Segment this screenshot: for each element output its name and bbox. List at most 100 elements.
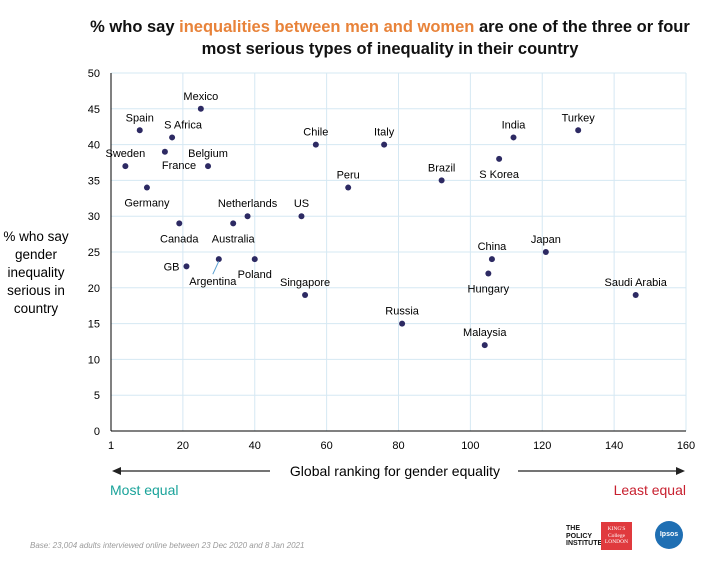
point-label: US xyxy=(294,198,309,210)
point-label: China xyxy=(478,241,508,253)
point-s-africa xyxy=(169,134,176,141)
point-netherlands xyxy=(244,213,251,220)
point-label: Poland xyxy=(238,269,272,281)
chart-title: % who say inequalities between men and w… xyxy=(70,16,710,60)
point-germany xyxy=(143,184,150,191)
point-russia xyxy=(399,320,406,327)
point-spain xyxy=(136,127,143,134)
x-tick-label: 160 xyxy=(677,440,695,452)
logo-line: POLICY xyxy=(566,532,593,540)
point-saudi-arabia xyxy=(632,291,639,298)
point-china xyxy=(488,256,495,263)
point-gb xyxy=(183,263,190,270)
y-axis-title-line: serious in xyxy=(7,283,65,298)
y-axis-title-line: gender xyxy=(14,247,58,262)
point-label: Belgium xyxy=(188,148,228,160)
y-axis-title: % who say gender inequality serious in c… xyxy=(0,228,72,318)
point-label: Netherlands xyxy=(218,198,278,210)
logo-line: LONDON xyxy=(604,539,629,546)
point-label: Singapore xyxy=(280,277,330,289)
point-argentina xyxy=(215,256,222,263)
point-label: Japan xyxy=(531,234,561,246)
x-tick-label: 80 xyxy=(392,440,404,452)
point-italy xyxy=(381,141,388,148)
x-tick-label: 100 xyxy=(461,440,479,452)
title-highlight: inequalities between men and women xyxy=(179,18,475,36)
leader-line xyxy=(212,260,220,275)
point-label: S Africa xyxy=(164,119,203,131)
logo-line: THE xyxy=(566,525,580,532)
point-singapore xyxy=(302,291,309,298)
ipsos-logo: Ipsos xyxy=(655,521,683,549)
logo-line: KING'S xyxy=(607,526,626,533)
point-india xyxy=(510,134,517,141)
point-australia xyxy=(230,220,237,227)
most-equal-label: Most equal xyxy=(110,482,179,498)
x-tick-label: 60 xyxy=(321,440,333,452)
point-brazil xyxy=(438,177,445,184)
point-label: Brazil xyxy=(428,162,456,174)
point-label: Australia xyxy=(212,233,256,245)
point-hungary xyxy=(485,270,492,277)
point-label: S Korea xyxy=(479,169,520,181)
point-s-korea xyxy=(496,155,503,162)
y-tick-label: 5 xyxy=(94,390,100,402)
arrow-left-head xyxy=(112,467,121,475)
y-tick-label: 10 xyxy=(88,354,100,366)
point-label: Turkey xyxy=(562,112,596,124)
y-tick-label: 30 xyxy=(88,211,100,223)
title-prefix: % who say xyxy=(90,18,180,36)
point-label: Argentina xyxy=(189,276,237,288)
point-label: Italy xyxy=(374,127,395,139)
x-tick-label: 40 xyxy=(249,440,261,452)
x-tick-label: 20 xyxy=(177,440,189,452)
point-canada xyxy=(176,220,183,227)
point-label: Spain xyxy=(126,112,154,124)
kings-college-logo: KING'S College LONDON xyxy=(601,522,632,550)
point-label: Mexico xyxy=(183,91,218,103)
y-tick-label: 20 xyxy=(88,283,100,295)
arrow-right-head xyxy=(676,467,685,475)
x-tick-label: 120 xyxy=(533,440,551,452)
point-label: Malaysia xyxy=(463,327,507,339)
point-belgium xyxy=(205,163,212,170)
y-axis-title-line: country xyxy=(13,301,59,316)
point-label: Chile xyxy=(303,127,328,139)
least-equal-label: Least equal xyxy=(613,482,686,498)
point-mexico xyxy=(197,105,204,112)
point-france xyxy=(161,148,168,155)
y-tick-label: 45 xyxy=(88,104,100,116)
logo-line: College xyxy=(607,532,626,539)
policy-institute-logo: THE POLICY INSTITUTE xyxy=(566,525,602,548)
point-peru xyxy=(345,184,352,191)
point-label: Peru xyxy=(337,170,360,182)
y-axis-title-line: % who say xyxy=(3,229,69,244)
base-note: Base: 23,004 adults interviewed online b… xyxy=(30,541,305,550)
point-label: GB xyxy=(164,261,180,273)
grid-lines xyxy=(110,72,687,432)
point-us xyxy=(298,213,305,220)
point-chile xyxy=(312,141,319,148)
point-label: Germany xyxy=(124,198,170,210)
point-label: India xyxy=(502,119,527,131)
point-label: France xyxy=(162,160,196,172)
point-label: Saudi Arabia xyxy=(604,277,667,289)
y-tick-label: 40 xyxy=(88,140,100,152)
y-tick-label: 25 xyxy=(88,247,100,259)
y-tick-label: 35 xyxy=(88,175,100,187)
y-axis-title-line: inequality xyxy=(7,265,65,280)
tick-labels: 1 20 40 60 80 100 120 140 1600510152025303540455… xyxy=(88,68,695,452)
y-tick-label: 0 xyxy=(94,426,100,438)
point-sweden xyxy=(122,163,129,170)
x-tick-label: 1 xyxy=(108,440,114,452)
point-label: Sweden xyxy=(105,148,145,160)
point-label: Canada xyxy=(160,233,199,245)
logo-line: INSTITUTE xyxy=(566,540,603,547)
point-label: Russia xyxy=(385,306,420,318)
x-axis-arrow xyxy=(112,467,685,475)
point-turkey xyxy=(575,127,582,134)
point-japan xyxy=(542,249,549,255)
point-malaysia xyxy=(481,342,488,349)
